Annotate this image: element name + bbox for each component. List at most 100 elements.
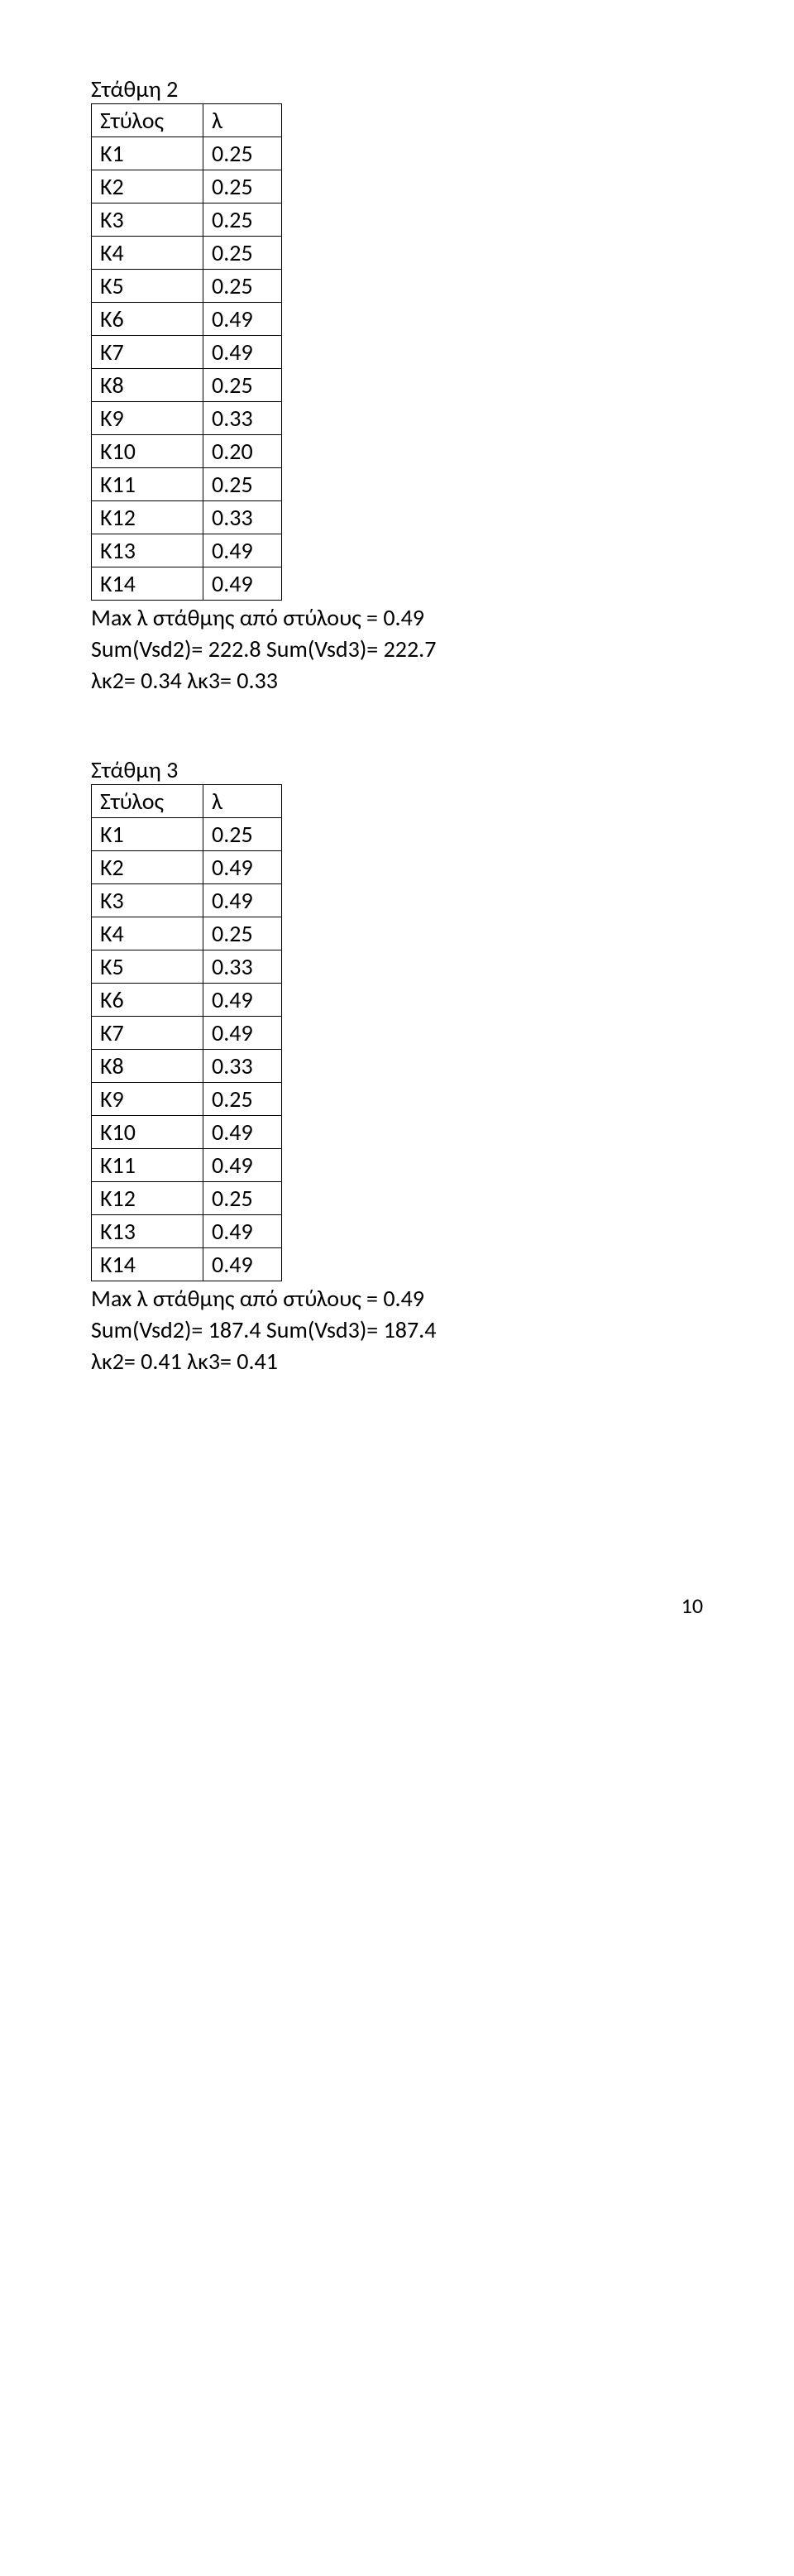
table-cell: K8 — [92, 1050, 203, 1083]
table-cell: 0.49 — [203, 303, 282, 336]
table-cell: 0.33 — [203, 402, 282, 435]
table-cell: K3 — [92, 884, 203, 917]
table-row: K120.33 — [92, 501, 282, 534]
table-row: K130.49 — [92, 534, 282, 567]
summary-line: λκ2= 0.34 λκ3= 0.33 — [91, 665, 703, 697]
table-row: K110.49 — [92, 1149, 282, 1182]
table-cell: 0.33 — [203, 501, 282, 534]
table-row: K130.49 — [92, 1215, 282, 1248]
table-row: K70.49 — [92, 1017, 282, 1050]
table-row: K100.20 — [92, 435, 282, 468]
table-cell: 0.25 — [203, 917, 282, 950]
data-table: ΣτύλοςλK10.25K20.49K30.49K40.25K50.33K60… — [91, 784, 282, 1281]
table-cell: K2 — [92, 851, 203, 884]
table-cell: 0.49 — [203, 336, 282, 369]
table-cell: K14 — [92, 567, 203, 601]
section: Στάθμη 2ΣτύλοςλK10.25K20.25K30.25K40.25K… — [91, 74, 703, 696]
summary-line: Max λ στάθμης από στύλους = 0.49 — [91, 1283, 703, 1314]
table-cell: K6 — [92, 303, 203, 336]
table-cell: K9 — [92, 402, 203, 435]
table-cell: 0.25 — [203, 170, 282, 203]
summary-line: Sum(Vsd2)= 222.8 Sum(Vsd3)= 222.7 — [91, 634, 703, 665]
table-cell: K4 — [92, 237, 203, 270]
table-cell: 0.49 — [203, 1215, 282, 1248]
table-cell: 0.49 — [203, 884, 282, 917]
summary-text: Max λ στάθμης από στύλους = 0.49Sum(Vsd2… — [91, 602, 703, 696]
data-table: ΣτύλοςλK10.25K20.25K30.25K40.25K50.25K60… — [91, 103, 282, 601]
summary-line: λκ2= 0.41 λκ3= 0.41 — [91, 1346, 703, 1377]
table-cell: K12 — [92, 1182, 203, 1215]
table-row: K30.25 — [92, 203, 282, 237]
table-cell: 0.25 — [203, 818, 282, 851]
table-row: K100.49 — [92, 1116, 282, 1149]
table-cell: K2 — [92, 170, 203, 203]
table-header-cell: λ — [203, 785, 282, 818]
table-cell: K13 — [92, 534, 203, 567]
table-header-row: Στύλοςλ — [92, 104, 282, 137]
table-cell: 0.25 — [203, 203, 282, 237]
table-row: K50.25 — [92, 270, 282, 303]
table-cell: K7 — [92, 1017, 203, 1050]
summary-line: Sum(Vsd2)= 187.4 Sum(Vsd3)= 187.4 — [91, 1314, 703, 1346]
table-cell: K7 — [92, 336, 203, 369]
table-cell: 0.49 — [203, 1116, 282, 1149]
table-cell: 0.33 — [203, 950, 282, 984]
table-cell: K14 — [92, 1248, 203, 1281]
table-row: K50.33 — [92, 950, 282, 984]
table-header-cell: λ — [203, 104, 282, 137]
table-row: K40.25 — [92, 237, 282, 270]
table-cell: 0.25 — [203, 369, 282, 402]
table-cell: 0.33 — [203, 1050, 282, 1083]
table-cell: K13 — [92, 1215, 203, 1248]
table-cell: 0.49 — [203, 1149, 282, 1182]
table-cell: 0.25 — [203, 270, 282, 303]
table-cell: K10 — [92, 435, 203, 468]
table-cell: K9 — [92, 1083, 203, 1116]
section: Στάθμη 3ΣτύλοςλK10.25K20.49K30.49K40.25K… — [91, 755, 703, 1377]
table-cell: K11 — [92, 1149, 203, 1182]
table-cell: K3 — [92, 203, 203, 237]
table-cell: K4 — [92, 917, 203, 950]
table-row: K30.49 — [92, 884, 282, 917]
table-row: K110.25 — [92, 468, 282, 501]
table-cell: 0.25 — [203, 237, 282, 270]
table-row: K120.25 — [92, 1182, 282, 1215]
table-cell: 0.20 — [203, 435, 282, 468]
table-row: K80.25 — [92, 369, 282, 402]
table-row: K70.49 — [92, 336, 282, 369]
table-cell: 0.25 — [203, 137, 282, 170]
table-row: K90.25 — [92, 1083, 282, 1116]
table-cell: 0.49 — [203, 1248, 282, 1281]
summary-line: Max λ στάθμης από στύλους = 0.49 — [91, 602, 703, 634]
table-row: K10.25 — [92, 818, 282, 851]
table-header-row: Στύλοςλ — [92, 785, 282, 818]
table-row: K140.49 — [92, 567, 282, 601]
table-row: K140.49 — [92, 1248, 282, 1281]
table-row: K80.33 — [92, 1050, 282, 1083]
table-row: K60.49 — [92, 984, 282, 1017]
table-cell: 0.25 — [203, 468, 282, 501]
table-cell: 0.49 — [203, 984, 282, 1017]
table-cell: 0.49 — [203, 1017, 282, 1050]
table-row: K10.25 — [92, 137, 282, 170]
page-number: 10 — [91, 1592, 703, 1619]
table-row: K40.25 — [92, 917, 282, 950]
table-header-cell: Στύλος — [92, 785, 203, 818]
table-cell: K11 — [92, 468, 203, 501]
table-row: K20.49 — [92, 851, 282, 884]
table-cell: 0.49 — [203, 567, 282, 601]
table-header-cell: Στύλος — [92, 104, 203, 137]
table-cell: K6 — [92, 984, 203, 1017]
table-cell: K5 — [92, 270, 203, 303]
section-title: Στάθμη 2 — [91, 74, 703, 103]
table-cell: 0.49 — [203, 534, 282, 567]
table-cell: K5 — [92, 950, 203, 984]
summary-text: Max λ στάθμης από στύλους = 0.49Sum(Vsd2… — [91, 1283, 703, 1377]
table-row: K20.25 — [92, 170, 282, 203]
table-cell: 0.25 — [203, 1182, 282, 1215]
table-cell: 0.25 — [203, 1083, 282, 1116]
table-row: K90.33 — [92, 402, 282, 435]
table-cell: K1 — [92, 818, 203, 851]
table-row: K60.49 — [92, 303, 282, 336]
table-cell: K12 — [92, 501, 203, 534]
